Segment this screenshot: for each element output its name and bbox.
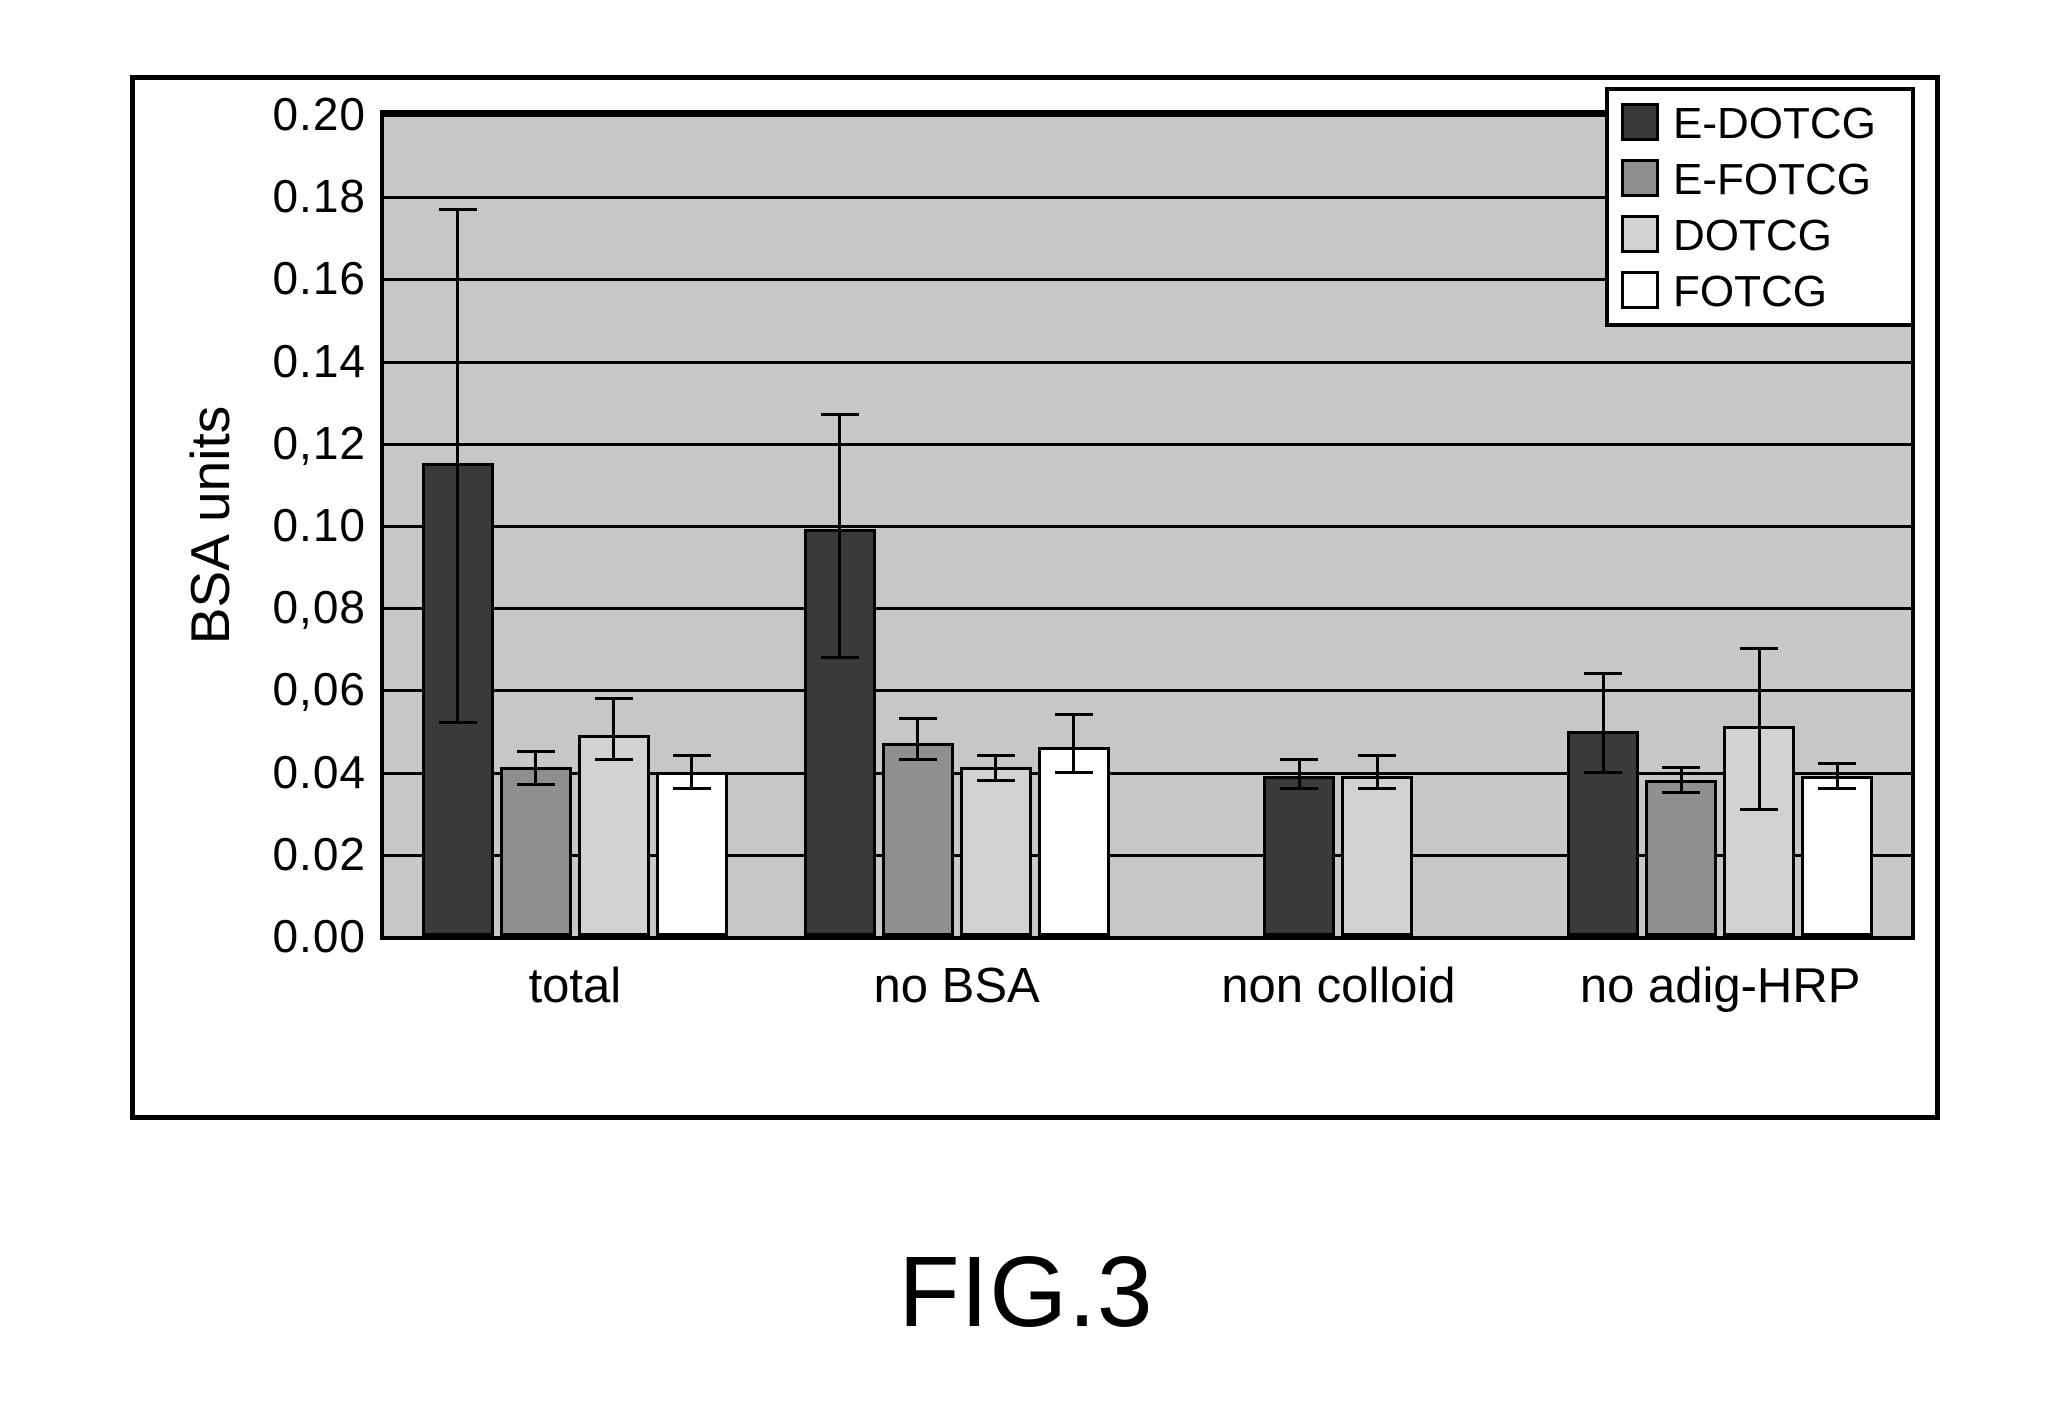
bar	[882, 743, 954, 936]
error-cap	[1055, 713, 1093, 716]
legend: E-DOTCG E-FOTCG DOTCG FOTCG	[1605, 87, 1915, 327]
legend-swatch	[1621, 159, 1659, 197]
bar	[500, 767, 572, 936]
y-tick-label: 0.00	[272, 909, 366, 963]
y-tick-label: 0.04	[272, 745, 366, 799]
error-cap	[821, 656, 859, 659]
error-cap	[1280, 787, 1318, 790]
error-bar	[1680, 767, 1683, 792]
error-cap	[439, 208, 477, 211]
bar	[1645, 780, 1717, 936]
x-tick-label: total	[529, 958, 622, 1014]
gridline	[384, 607, 1911, 610]
bar	[1801, 776, 1873, 936]
error-cap	[1740, 808, 1778, 811]
stage: 0.00 0.02 0.04 0,06 0,08 0.10 0,12 0.14 0.16 0.18…	[0, 0, 2052, 1426]
error-cap	[1740, 647, 1778, 650]
y-tick-label: 0,08	[272, 580, 366, 634]
error-cap	[595, 697, 633, 700]
error-cap	[1584, 771, 1622, 774]
legend-label: E-DOTCG	[1673, 99, 1876, 149]
y-tick-label: 0.02	[272, 827, 366, 881]
legend-swatch	[1621, 215, 1659, 253]
gridline	[384, 689, 1911, 692]
error-cap	[977, 754, 1015, 757]
error-cap	[673, 787, 711, 790]
error-bar	[916, 718, 919, 759]
y-tick-label: 0,12	[272, 416, 366, 470]
error-cap	[1584, 672, 1622, 675]
y-tick-label: 0.16	[272, 251, 366, 305]
y-tick-label: 0,06	[272, 662, 366, 716]
error-bar	[534, 751, 537, 784]
error-cap	[1280, 758, 1318, 761]
error-bar	[1602, 673, 1605, 772]
legend-swatch	[1621, 103, 1659, 141]
error-bar	[838, 414, 841, 656]
gridline	[384, 525, 1911, 528]
bar	[578, 735, 650, 936]
legend-label: E-FOTCG	[1673, 155, 1871, 205]
y-tick-label: 0.14	[272, 334, 366, 388]
legend-label: DOTCG	[1673, 211, 1832, 261]
bar	[1038, 747, 1110, 936]
bar	[1263, 776, 1335, 936]
y-tick-label: 0.20	[272, 87, 366, 141]
error-cap	[1818, 762, 1856, 765]
x-tick-label: no adig-HRP	[1580, 958, 1861, 1014]
error-cap	[1358, 754, 1396, 757]
bar	[1341, 776, 1413, 936]
figure-caption: FIG.3	[898, 1235, 1153, 1350]
error-cap	[1662, 766, 1700, 769]
error-bar	[612, 698, 615, 760]
error-cap	[1055, 771, 1093, 774]
error-cap	[1818, 787, 1856, 790]
error-cap	[899, 717, 937, 720]
legend-label: FOTCG	[1673, 267, 1827, 317]
bar	[960, 767, 1032, 936]
error-cap	[439, 721, 477, 724]
error-bar	[1758, 648, 1761, 808]
gridline	[384, 443, 1911, 446]
error-bar	[1836, 763, 1839, 788]
error-bar	[1298, 759, 1301, 788]
y-tick-label: 0.10	[272, 498, 366, 552]
error-cap	[517, 783, 555, 786]
x-tick-label: non colloid	[1221, 958, 1455, 1014]
error-bar	[1376, 755, 1379, 788]
error-bar	[690, 755, 693, 788]
error-cap	[821, 413, 859, 416]
x-tick-label: no BSA	[874, 958, 1040, 1014]
error-bar	[1072, 714, 1075, 772]
error-cap	[977, 779, 1015, 782]
gridline	[384, 361, 1911, 364]
bar	[656, 772, 728, 936]
y-tick-label: 0.18	[272, 169, 366, 223]
error-bar	[456, 209, 459, 723]
error-cap	[517, 750, 555, 753]
error-bar	[994, 755, 997, 780]
error-cap	[899, 758, 937, 761]
error-cap	[595, 758, 633, 761]
error-cap	[1662, 791, 1700, 794]
legend-swatch	[1621, 271, 1659, 309]
error-cap	[673, 754, 711, 757]
error-cap	[1358, 787, 1396, 790]
y-axis-title: BSA units	[178, 406, 242, 644]
